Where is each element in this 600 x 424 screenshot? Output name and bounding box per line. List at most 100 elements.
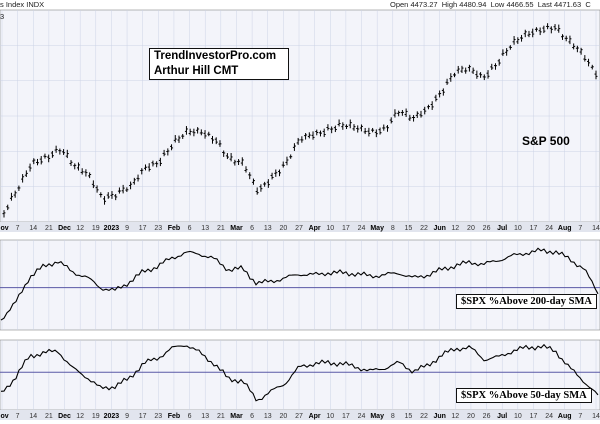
date-tick-label: 20 bbox=[467, 225, 475, 232]
date-tick-label: 22 bbox=[420, 413, 428, 420]
date-tick-label: May bbox=[370, 413, 384, 420]
date-axis-band-0 bbox=[0, 222, 600, 232]
date-tick-label: 10 bbox=[326, 225, 334, 232]
date-tick-label: 13 bbox=[264, 413, 272, 420]
date-tick-label: 14 bbox=[592, 225, 600, 232]
date-tick-label: May bbox=[370, 225, 384, 232]
date-tick-label: 27 bbox=[295, 225, 303, 232]
sma50-label: $SPX %Above 50-day SMA bbox=[456, 388, 592, 403]
panel-background-1 bbox=[0, 239, 600, 331]
date-tick-label: 15 bbox=[405, 413, 413, 420]
date-tick-label: 23 bbox=[154, 225, 162, 232]
date-tick-label: 6 bbox=[250, 225, 254, 232]
date-tick-label: 21 bbox=[45, 413, 53, 420]
date-tick-label: 8 bbox=[391, 225, 395, 232]
date-tick-label: 24 bbox=[545, 225, 553, 232]
date-tick-label: 13 bbox=[201, 413, 209, 420]
date-tick-label: Jun bbox=[433, 225, 445, 232]
date-tick-label: 21 bbox=[217, 413, 225, 420]
price-series-label: S&P 500 bbox=[522, 134, 570, 148]
date-tick-label: 6 bbox=[188, 413, 192, 420]
date-tick-label: 21 bbox=[217, 225, 225, 232]
date-tick-label: Mar bbox=[230, 413, 243, 420]
date-tick-label: 12 bbox=[451, 413, 459, 420]
date-tick-label: Aug bbox=[558, 413, 572, 420]
date-tick-label: Apr bbox=[309, 225, 321, 232]
date-tick-label: 26 bbox=[483, 225, 491, 232]
date-tick-label: Aug bbox=[558, 225, 572, 232]
date-tick-label: 6 bbox=[250, 413, 254, 420]
date-tick-label: 15 bbox=[405, 225, 413, 232]
indicator-line-1 bbox=[0, 247, 599, 321]
trailing-char: C bbox=[585, 0, 591, 9]
date-tick-label: 24 bbox=[545, 413, 553, 420]
date-tick-label: 20 bbox=[279, 225, 287, 232]
date-tick-label: 20 bbox=[279, 413, 287, 420]
date-axis-band-1 bbox=[0, 410, 600, 420]
date-tick-label: 2023 bbox=[104, 413, 120, 420]
date-tick-label: 9 bbox=[125, 225, 129, 232]
last-label: Last bbox=[537, 0, 552, 9]
date-tick-label: 14 bbox=[592, 413, 600, 420]
date-tick-label: 19 bbox=[92, 225, 100, 232]
date-tick-label: 10 bbox=[514, 413, 522, 420]
date-tick-label: 7 bbox=[578, 225, 582, 232]
indicator-line-2 bbox=[0, 343, 599, 402]
date-tick-label: 21 bbox=[45, 225, 53, 232]
date-tick-label: 17 bbox=[530, 413, 538, 420]
date-tick-label: Jul bbox=[497, 225, 507, 232]
date-tick-label: 7 bbox=[16, 413, 20, 420]
date-tick-label: 17 bbox=[530, 225, 538, 232]
corner-digit: 3 bbox=[0, 12, 5, 21]
date-tick-label: 6 bbox=[188, 225, 192, 232]
date-tick-label: Dec bbox=[58, 413, 71, 420]
index-title: s Index INDX bbox=[0, 0, 45, 9]
date-tick-label: Apr bbox=[309, 413, 321, 420]
date-tick-label: 17 bbox=[342, 225, 350, 232]
sma200-label: $SPX %Above 200-day SMA bbox=[456, 294, 597, 309]
date-tick-label: 12 bbox=[76, 225, 84, 232]
date-tick-label: Jun bbox=[433, 413, 445, 420]
date-tick-label: 14 bbox=[29, 225, 37, 232]
ohlc-readout: Open 4473.27 High 4480.94 Low 4466.55 La… bbox=[390, 0, 591, 10]
watermark-box: TrendInvestorPro.com Arthur Hill CMT bbox=[149, 48, 289, 80]
date-tick-label: 24 bbox=[358, 413, 366, 420]
date-tick-label: 10 bbox=[326, 413, 334, 420]
date-tick-label: Jul bbox=[497, 413, 507, 420]
last-value: 4471.63 bbox=[554, 0, 582, 9]
date-tick-label: 19 bbox=[92, 413, 100, 420]
date-tick-label: 13 bbox=[264, 225, 272, 232]
date-tick-label: 27 bbox=[295, 413, 303, 420]
date-tick-label: Nov bbox=[0, 225, 9, 232]
open-value: 4473.27 bbox=[410, 0, 438, 9]
date-tick-label: 12 bbox=[76, 413, 84, 420]
date-tick-label: Mar bbox=[230, 225, 243, 232]
date-tick-label: 14 bbox=[29, 413, 37, 420]
high-value: 4480.94 bbox=[459, 0, 487, 9]
date-tick-label: 7 bbox=[578, 413, 582, 420]
date-tick-label: 26 bbox=[483, 413, 491, 420]
date-tick-label: 7 bbox=[16, 225, 20, 232]
date-tick-label: 17 bbox=[139, 413, 147, 420]
date-tick-label: Feb bbox=[168, 225, 180, 232]
date-tick-label: 13 bbox=[201, 225, 209, 232]
date-tick-label: 9 bbox=[125, 413, 129, 420]
date-tick-label: Nov bbox=[0, 413, 9, 420]
date-tick-label: 12 bbox=[451, 225, 459, 232]
date-tick-label: 24 bbox=[358, 225, 366, 232]
date-tick-label: Dec bbox=[58, 225, 71, 232]
date-tick-label: 22 bbox=[420, 225, 428, 232]
date-tick-label: Feb bbox=[168, 413, 180, 420]
watermark-site: TrendInvestorPro.com bbox=[154, 50, 277, 62]
low-label: Low bbox=[490, 0, 505, 9]
date-tick-label: 8 bbox=[391, 413, 395, 420]
date-tick-label: 20 bbox=[467, 413, 475, 420]
open-label: Open bbox=[390, 0, 409, 9]
low-value: 4466.55 bbox=[506, 0, 534, 9]
watermark-author: Arthur Hill CMT bbox=[154, 65, 239, 77]
date-tick-label: 23 bbox=[154, 413, 162, 420]
date-tick-label: 2023 bbox=[104, 225, 120, 232]
high-label: High bbox=[441, 0, 458, 9]
